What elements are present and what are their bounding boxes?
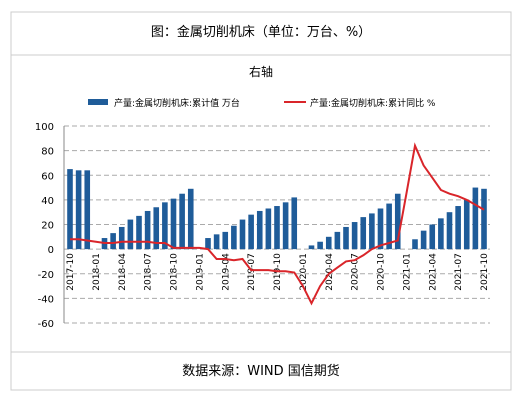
bar [291,197,298,250]
bar [205,238,211,250]
bar [136,215,142,250]
bar [463,199,470,250]
bar [231,225,237,250]
bar [369,213,375,250]
bar [239,219,246,250]
bar [118,226,125,250]
frame [10,11,512,391]
y-tick-label: 40 [41,196,54,207]
bar [84,170,91,250]
bar [343,226,349,250]
plot: -60 -40 -20 0 20 40 60 80 100 2017-10 2018-01 2018-… [35,97,490,330]
bar [282,202,289,250]
y-tick-label: 20 [41,221,54,232]
bar [162,202,168,250]
chart-title: 右轴 [249,64,273,79]
x-tick-label: 2021-04 [428,253,438,291]
bar [256,210,263,250]
y-tick-label: 80 [41,147,54,158]
bar [420,230,427,250]
bar [334,231,341,250]
x-tick-label: 2020-01 [299,253,309,291]
legend-label: 产量:金属切削机床:累计值 万台 [114,97,240,109]
legend-label: 产量:金属切削机床:累计同比 % [310,97,436,109]
y-tick-label: 100 [35,122,54,133]
x-tick-label: 2021-10 [480,253,490,291]
y-tick-label: -40 [38,294,54,305]
bar [265,208,272,250]
bar [481,188,487,250]
bar [455,206,461,250]
bar [472,187,479,250]
bar [446,212,453,250]
x-tick-label: 2019-01 [195,253,205,291]
bar [438,218,444,250]
line [70,142,485,306]
x-tick-label: 2018-10 [170,253,180,291]
x-tick-label: 2021-07 [454,253,464,291]
bar [429,224,436,250]
footer: 数据来源：WIND 国信期货 [182,363,340,379]
x-tick-label: 2019-07 [247,253,257,291]
bar [67,169,73,250]
bar [351,222,358,250]
x-tick-label: 2020-10 [377,253,387,291]
bar [170,198,177,250]
bar [377,208,384,250]
bar [248,214,254,250]
bar [153,207,160,250]
y-tick-label: -60 [38,319,54,330]
x-tick-label: 2019-04 [221,253,231,291]
bar [412,239,418,250]
bar [213,234,220,250]
x-tick-label: 2018-04 [118,253,128,291]
bar [222,231,229,250]
header: 图：金属切削机床（单位：万台、%） [151,24,371,40]
bar [360,217,367,250]
bar [75,170,82,250]
bar [325,236,332,250]
x-tick-label: 2021-01 [402,253,412,291]
x-tick-label: 2018-07 [144,253,154,291]
bar [274,206,280,250]
bar [187,188,194,250]
bar [144,210,151,250]
bar [308,245,315,250]
x-tick-label: 2017-10 [66,253,76,291]
y-tick-label: -20 [38,270,54,281]
bar [317,241,323,250]
bar [127,219,134,250]
bar [394,193,401,250]
bar [179,193,185,250]
bar [110,233,116,250]
y-tick-label: 60 [41,171,54,182]
y-tick-label: 0 [48,245,54,256]
x-tick-label: 2018-01 [92,253,102,291]
x-tick-label: 2020-07 [351,253,361,291]
legend-swatch [88,99,108,105]
bar [386,203,392,250]
x-tick-label: 2020-04 [325,253,335,291]
